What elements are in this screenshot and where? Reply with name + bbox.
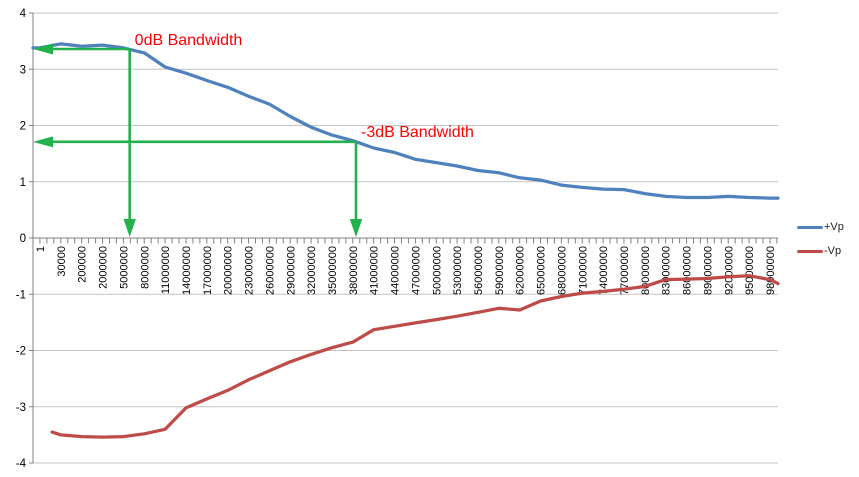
series-line-plusVp <box>31 42 780 200</box>
x-axis-label: 77000000 <box>619 246 631 295</box>
y-axis-label: -3 <box>16 402 26 414</box>
y-axis <box>29 12 34 464</box>
x-axis-label: 95000000 <box>744 246 756 295</box>
legend-swatch-plus-vp <box>797 225 823 229</box>
y-axis-label: 4 <box>20 8 27 20</box>
legend-item-plus-vp: +Vp <box>797 215 844 239</box>
x-axis-label: 17000000 <box>202 246 214 295</box>
legend-swatch-minus-vp <box>797 249 823 253</box>
legend-label-minus-vp: -Vp <box>824 245 842 257</box>
x-axis-label: 38000000 <box>348 246 360 295</box>
down-arrowhead-icon <box>349 219 363 237</box>
x-axis-label: 11000000 <box>160 246 172 294</box>
annotation-arrows-1 <box>33 136 363 237</box>
y-axis-label: -2 <box>16 346 26 358</box>
left-arrowhead-icon <box>33 136 53 148</box>
x-axis-label: 65000000 <box>536 246 548 295</box>
x-axis-label: 200000 <box>77 246 89 283</box>
annotation-minus3db-bandwidth: -3dB Bandwidth <box>360 124 474 142</box>
legend: +Vp -Vp <box>797 215 844 263</box>
x-axis-label: 1 <box>35 246 47 252</box>
x-axis-label: 20000000 <box>223 246 235 295</box>
x-axis-labels: 1 30000 200000 2000000 5000000 8000000 1100000… <box>35 246 777 295</box>
x-axis-label: 59000000 <box>494 246 506 295</box>
x-axis-label: 14000000 <box>181 246 193 295</box>
x-axis-label: 53000000 <box>452 246 464 295</box>
x-axis-label: 56000000 <box>473 246 485 295</box>
y-axis-label: -1 <box>16 289 26 301</box>
y-axis-label: -4 <box>16 458 27 470</box>
legend-item-minus-vp: -Vp <box>797 239 844 263</box>
y-axis-label: 0 <box>20 233 26 245</box>
x-axis-label: 41000000 <box>369 246 381 295</box>
x-axis-ticks <box>32 238 778 244</box>
x-axis-label: 29000000 <box>285 246 297 295</box>
x-axis-label: 83000000 <box>661 246 673 295</box>
x-axis-label: 68000000 <box>556 246 568 295</box>
x-axis-label: 92000000 <box>723 246 735 295</box>
x-axis-label: 86000000 <box>682 246 694 295</box>
annotation-arrows-0 <box>33 43 136 237</box>
x-axis-label: 5000000 <box>118 246 130 289</box>
x-axis-label: 50000000 <box>431 246 443 295</box>
annotation-0db-bandwidth: 0dB Bandwidth <box>134 31 243 49</box>
x-axis-label: 30000 <box>56 246 68 277</box>
x-axis-label: 47000000 <box>410 246 422 295</box>
left-arrowhead-icon <box>33 43 53 55</box>
y-axis-label: 2 <box>20 121 26 133</box>
x-axis-label: 62000000 <box>515 246 527 295</box>
y-axis-label: 1 <box>20 177 26 189</box>
x-axis-label: 80000000 <box>640 246 652 295</box>
x-axis-label: 35000000 <box>327 246 339 295</box>
x-axis-label: 71000000 <box>577 246 589 295</box>
y-axis-label: 3 <box>20 64 26 76</box>
gridlines <box>33 12 778 464</box>
x-axis-label: 44000000 <box>390 246 402 295</box>
x-axis-label: 8000000 <box>139 246 151 289</box>
x-axis-label: 32000000 <box>306 246 318 295</box>
x-axis-label: 98000000 <box>765 246 777 295</box>
legend-label-plus-vp: +Vp <box>824 221 844 233</box>
series-line-minusVp <box>50 274 780 439</box>
x-axis-label: 2000000 <box>98 246 110 289</box>
x-axis-label: 23000000 <box>244 246 256 295</box>
y-axis-labels: 4 3 2 1 0 -1 -2 -3 -4 <box>16 8 27 470</box>
x-axis-label: 26000000 <box>264 246 276 295</box>
x-axis-label: 74000000 <box>598 246 610 295</box>
x-axis-label: 89000000 <box>702 246 714 295</box>
down-arrowhead-icon <box>123 219 136 237</box>
